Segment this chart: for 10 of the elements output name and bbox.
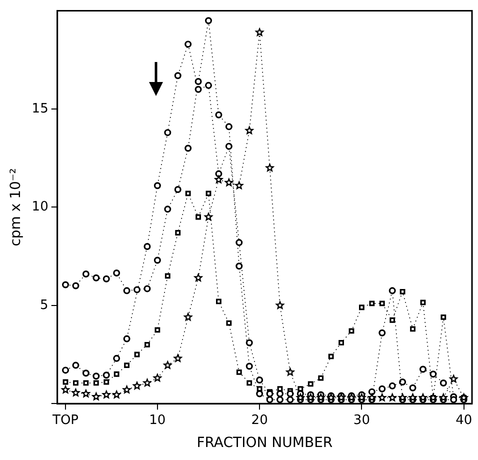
x-tick-label: 30 [353, 412, 370, 428]
y-tick-label: 5 [40, 298, 48, 313]
x-axis-title: FRACTION NUMBER [196, 435, 333, 452]
x-tick-label: 40 [456, 412, 472, 428]
y-tick-label: 15 [32, 101, 48, 116]
y-tick-label: 10 [32, 200, 48, 215]
y-axis-title: cpm x 10⁻² [8, 168, 24, 246]
x-tick-label: 20 [251, 412, 268, 428]
x-tick-label: 10 [149, 412, 166, 428]
x-tick-label: TOP [52, 412, 79, 428]
